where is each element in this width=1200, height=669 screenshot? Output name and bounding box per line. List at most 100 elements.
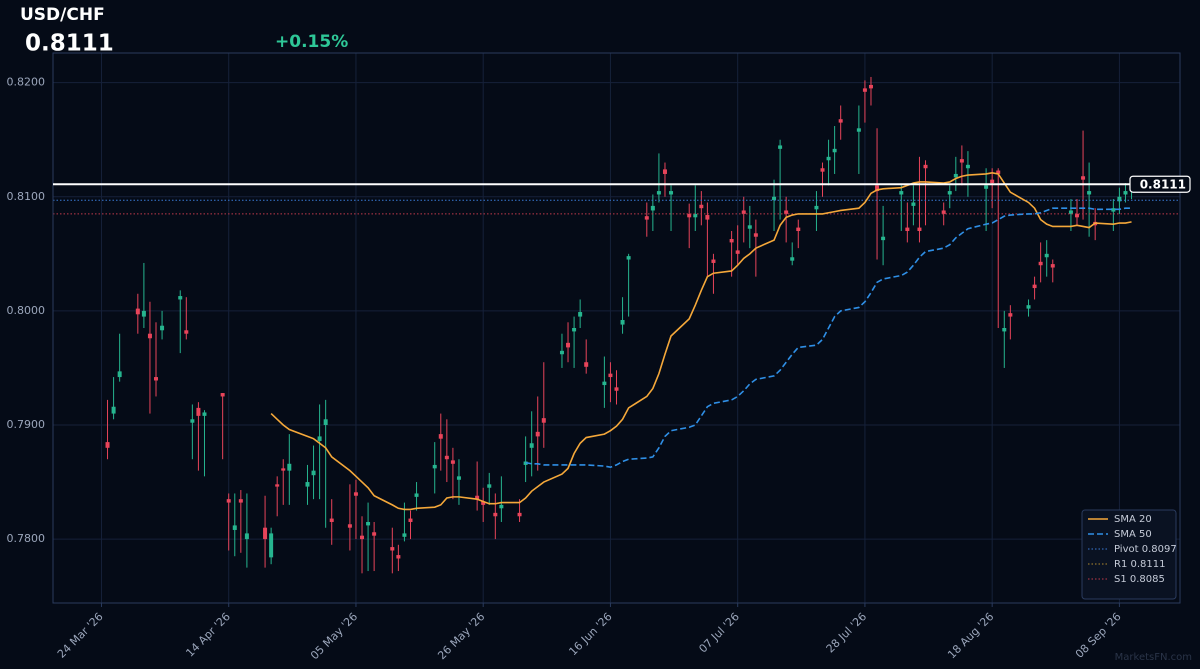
candle-body <box>735 250 740 254</box>
candle-body <box>493 512 498 517</box>
candle-body <box>1074 213 1079 218</box>
candle-body <box>656 191 661 195</box>
candle-body <box>372 532 377 536</box>
candle-body <box>959 159 964 163</box>
candle-body <box>953 173 958 178</box>
candle-body <box>105 442 110 448</box>
candle-body <box>529 443 534 448</box>
legend: SMA 20 SMA 50 Pivot 0.8097 R1 0.8111 S1 0.80… <box>1081 509 1177 600</box>
candle-body <box>650 205 655 211</box>
last-price-tag <box>1129 175 1191 193</box>
candle-body <box>141 310 146 317</box>
candle-body <box>838 119 843 123</box>
candle-body <box>899 191 904 195</box>
change: +0.15% <box>275 32 348 52</box>
candle-body <box>747 225 752 229</box>
candle-body <box>475 495 480 500</box>
candle-body <box>414 493 419 497</box>
candle-body <box>693 213 698 218</box>
candle-body <box>432 464 437 469</box>
price: 0.8111 <box>25 31 114 57</box>
legend-label: R1 0.8111 <box>1114 559 1165 570</box>
candle-body <box>232 525 237 530</box>
candle-body <box>868 84 873 89</box>
candle-body <box>184 330 189 334</box>
candle-body <box>741 210 746 214</box>
candle-body <box>820 168 825 172</box>
y-tick-label: 0.8200 <box>7 76 46 89</box>
candle-body <box>202 412 207 416</box>
candle-body <box>111 406 116 414</box>
candle-body <box>1068 210 1073 214</box>
candle-body <box>626 256 631 260</box>
candle-body <box>881 236 886 241</box>
legend-label: SMA 20 <box>1114 514 1152 525</box>
candle-body <box>602 381 607 386</box>
candle-body <box>147 333 152 339</box>
candle-body <box>238 499 243 503</box>
candle-body <box>402 533 407 537</box>
candle-body <box>778 145 783 149</box>
candle-body <box>620 320 625 325</box>
candle-body <box>263 527 268 540</box>
candle-body <box>996 170 1001 174</box>
candle-body <box>226 499 231 503</box>
candle-body <box>832 148 837 153</box>
candle-body <box>1111 208 1116 212</box>
candle-body <box>687 213 692 218</box>
candle-body <box>729 238 734 243</box>
candle-body <box>1123 191 1128 195</box>
y-tick-label: 0.8000 <box>7 304 46 317</box>
candle-body <box>1050 264 1055 268</box>
candle-body <box>535 431 540 437</box>
candle-body <box>541 418 546 423</box>
candle-body <box>1038 261 1043 266</box>
candle-body <box>438 434 443 439</box>
candle-body <box>456 476 461 480</box>
candle-body <box>135 308 140 315</box>
candle-body <box>578 312 583 317</box>
candle-body <box>862 88 867 92</box>
candle-body <box>608 373 613 378</box>
candle-body <box>444 455 449 460</box>
candle-body <box>753 233 758 237</box>
y-tick-label: 0.8100 <box>7 190 46 203</box>
candle-body <box>584 362 589 367</box>
candle-body <box>784 210 789 214</box>
candle-body <box>796 227 801 232</box>
chart-title: USD/CHF <box>20 5 105 25</box>
candle-body <box>905 227 910 232</box>
candle-body <box>160 325 165 331</box>
candle-body <box>408 518 413 522</box>
candle-body <box>317 436 322 441</box>
candle-body <box>366 521 371 526</box>
plot-border <box>52 52 1181 604</box>
candle-body <box>190 419 195 423</box>
candle-body <box>856 128 861 132</box>
candle-body <box>275 484 280 487</box>
candle-body <box>965 164 970 169</box>
candle-body <box>826 156 831 161</box>
candle-body <box>305 482 310 487</box>
candle-body <box>487 484 492 488</box>
candle-body <box>450 460 455 464</box>
candle-body <box>705 215 710 220</box>
candle-body <box>353 492 358 496</box>
candle-body <box>1087 191 1092 195</box>
candle-body <box>990 179 995 184</box>
candle-body <box>281 468 286 471</box>
candle-body <box>220 393 225 397</box>
candle-body <box>941 210 946 214</box>
ma-line <box>525 207 1132 469</box>
candle-body <box>559 350 564 355</box>
candle-body <box>287 463 292 471</box>
legend-label: S1 0.8085 <box>1114 574 1165 585</box>
candle-body <box>196 407 201 416</box>
candle-body <box>875 185 880 192</box>
candle-body <box>772 196 777 201</box>
candle-body <box>154 377 159 381</box>
candle-body <box>390 547 395 551</box>
candle-body <box>644 216 649 220</box>
